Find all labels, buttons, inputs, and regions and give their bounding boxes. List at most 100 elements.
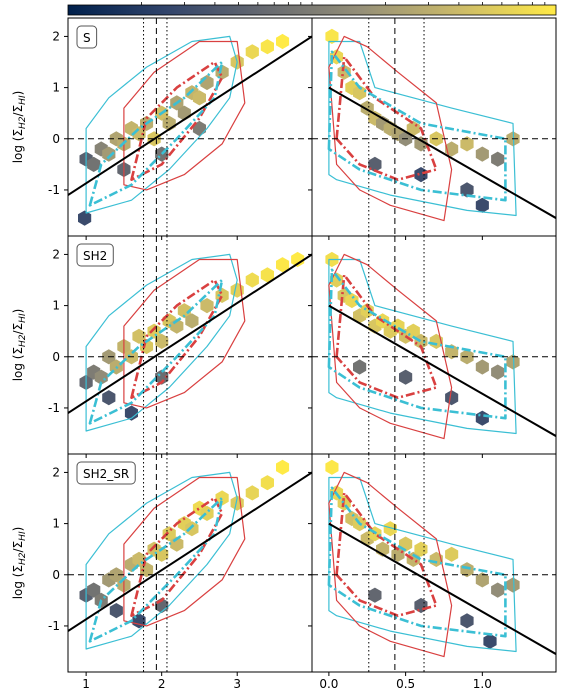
y-axis-label: log (ΣH2/ΣHI) [11,527,28,600]
fit-line [68,253,312,414]
hexbin-cell [260,267,274,283]
hexbin-cell [192,90,206,106]
hexbin-cell [475,410,489,426]
fit-line [328,522,556,655]
contour [130,60,224,181]
panel-label: SH2 [83,249,107,263]
hexbin-cell [185,313,199,329]
contour [328,258,517,435]
hexbin-cell [124,405,138,421]
x-tick-label: 2 [158,677,166,691]
contour [88,496,224,643]
hexbin-cell [87,582,101,598]
hexbin-cell [506,577,520,593]
contour [85,35,238,214]
contour [85,471,238,650]
contour [123,40,246,191]
hexbin-cell [132,328,146,344]
contour [130,278,224,399]
hexbin-cell [245,485,259,501]
hexbin-cell [483,633,497,649]
panel-label: S [83,31,91,45]
y-tick-label: 0 [52,132,60,146]
panel-label: SH2_SR [83,467,129,481]
panel [308,235,557,458]
panel-label-box [76,25,98,49]
y-axis-label-part: ) [11,527,25,532]
hexbin-cell [475,197,489,213]
hexbin-cell [200,74,214,91]
hexbin-cell [140,338,154,355]
y-axis-label-part: H2 [18,334,28,347]
hexbin-cell [215,490,229,506]
panel: -1 0 1 2 SH2 log (ΣH2/ΣHI) [11,235,313,458]
hexbin-cell [491,364,505,380]
panel-frame [67,453,313,673]
plot-area [312,236,556,454]
hexbin-cell [491,582,505,598]
contour [335,491,438,617]
y-axis-label: log (ΣH2/ΣHI) [11,91,28,164]
x-tick-label: 1.0 [473,677,492,691]
y-tick-label: 1 [52,299,60,313]
contour [88,60,224,207]
panel-frame [311,453,557,673]
hexbin-cell [368,156,382,172]
hexbin-cell [445,390,459,406]
hexbin-cell [155,333,169,349]
plot-area [312,18,556,236]
hexbin-cell [291,251,305,268]
y-axis-label-part: H2 [18,116,28,129]
hexbin-cell [353,359,367,375]
x-tick-label: 0.0 [319,677,338,691]
hexbin-cell [102,146,116,162]
hexbin-cell [177,303,191,319]
hexbin-cell [155,546,169,562]
hexbin-cell [102,390,116,406]
hexbin-cell [368,587,382,603]
contour [123,476,246,627]
panel-frame [67,17,313,237]
hexbin-cell [414,541,428,557]
contour [335,55,438,181]
hexbin-cell [460,136,474,152]
contour [327,50,507,202]
hexbin-cell [337,64,351,80]
y-axis-label-part: /Σ [11,541,25,553]
hexbin-cell [445,546,459,562]
y-tick-label: -1 [48,401,60,415]
colorbar [67,4,557,16]
hexbin-cell [399,369,413,385]
plot-area [68,454,312,672]
y-tick-label: 0 [52,350,60,364]
y-axis-label: log (ΣH2/ΣHI) [11,309,28,382]
hexbin-cell [162,526,176,542]
hexbin-cell [353,85,367,101]
y-tick-label: 2 [52,247,60,261]
contour [327,268,507,420]
y-axis-label-part: H2 [18,552,28,565]
y-axis-label-part: ) [11,91,25,96]
fit-line [328,86,556,219]
y-axis-label-part: log (Σ [11,129,25,163]
panel: 0.0 0.5 1.0 [308,453,557,691]
contour [327,486,507,638]
hexbin-cell [506,354,520,370]
hexbin-cell [94,369,108,385]
x-tick-label: 0.5 [396,677,415,691]
contour [328,253,453,440]
contour [335,273,438,399]
hexbin-cell [360,303,374,319]
plot-area [68,236,312,454]
hexbin-cell [185,521,199,537]
panel-label-box [76,461,136,485]
y-tick-label: 0 [52,568,60,582]
hexbin-cell [491,151,505,167]
hexbin-cell [245,272,259,288]
hexbin-cell [200,298,214,314]
hexbin-cell [445,344,459,360]
contour [328,40,517,217]
